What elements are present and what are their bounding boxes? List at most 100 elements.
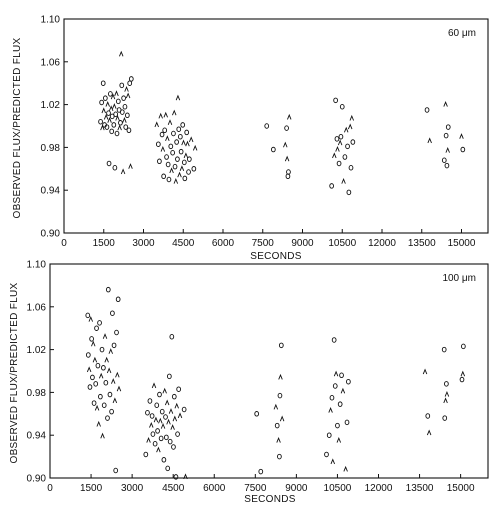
data-point [326, 432, 332, 438]
data-point [277, 392, 283, 399]
x-tick-label: 0 [61, 238, 67, 249]
data-point [274, 422, 280, 429]
data-point [444, 162, 450, 169]
data-point [334, 136, 340, 142]
data-point [273, 403, 279, 410]
data-point [165, 465, 171, 472]
data-point [113, 111, 119, 117]
data-point [85, 312, 91, 319]
data-point [174, 402, 179, 409]
data-point [98, 393, 103, 400]
x-tick-label: 3000 [121, 483, 144, 494]
data-point [181, 406, 187, 413]
data-point [102, 95, 108, 101]
data-point [186, 156, 192, 162]
data-point [191, 166, 197, 172]
data-point [145, 409, 150, 416]
data-point [162, 127, 168, 134]
x-tick-label: 1500 [80, 483, 103, 494]
data-point [345, 143, 350, 150]
data-point [422, 368, 428, 375]
data-point [445, 124, 451, 130]
data-point [349, 114, 355, 121]
data-point [343, 465, 348, 472]
data-point [181, 159, 187, 166]
x-tick-label: 15000 [448, 238, 476, 249]
data-point [128, 76, 134, 82]
data-point [112, 397, 118, 404]
data-point [183, 152, 189, 159]
data-point [99, 99, 104, 106]
data-point [163, 414, 168, 420]
data-point [179, 165, 185, 171]
data-point [108, 348, 113, 354]
data-point [286, 169, 291, 175]
data-point [104, 124, 110, 130]
data-point [91, 400, 97, 406]
y-tick-label: 0.90 [27, 474, 47, 485]
data-point [114, 130, 120, 137]
data-point [114, 90, 119, 97]
data-point [121, 95, 126, 101]
data-point [101, 365, 106, 371]
data-point [91, 340, 96, 347]
data-point [331, 337, 337, 343]
data-point [160, 423, 166, 429]
data-point [98, 372, 104, 379]
y-tick-label: 1.10 [41, 15, 61, 26]
data-point [126, 127, 132, 134]
data-point [258, 468, 264, 475]
data-point [460, 146, 466, 153]
data-point [168, 143, 174, 150]
data-point [158, 435, 164, 442]
data-point [94, 404, 100, 411]
data-point [153, 416, 159, 423]
data-point [167, 119, 173, 125]
data-point [118, 120, 123, 126]
x-tick-label: 10500 [328, 238, 356, 249]
data-point [277, 453, 282, 460]
data-point [123, 124, 129, 130]
data-point [276, 436, 281, 443]
data-points [98, 50, 466, 196]
x-tick-label: 0 [47, 483, 53, 494]
data-point [157, 391, 162, 398]
data-point [424, 107, 430, 113]
x-axis-title: SECONDS [244, 494, 296, 505]
data-point [177, 133, 183, 140]
data-point [100, 80, 106, 86]
data-point [443, 132, 449, 139]
data-point [175, 94, 181, 101]
data-points [85, 286, 466, 480]
data-point [97, 320, 102, 326]
data-point [151, 382, 157, 389]
data-point [335, 145, 340, 152]
x-tick-label: 4500 [172, 238, 195, 249]
panel-100um: 100 μm 0 1500 3000 4500 6000 7500 9000 10500 120… [9, 260, 489, 505]
data-point [152, 441, 158, 447]
data-point [158, 417, 163, 424]
data-point [172, 415, 178, 422]
data-point [341, 178, 346, 184]
data-point [117, 124, 122, 131]
data-point [88, 316, 94, 322]
x-tick-label: 3000 [132, 238, 155, 249]
data-point [175, 431, 180, 437]
data-point [162, 387, 167, 394]
data-point [176, 126, 182, 132]
data-point [101, 402, 107, 408]
data-point [283, 141, 288, 148]
data-point [427, 137, 432, 144]
data-point [163, 434, 169, 441]
plot-frame [49, 263, 489, 479]
data-point [110, 93, 116, 100]
data-point [350, 139, 356, 145]
data-point [172, 163, 178, 170]
data-point [442, 415, 448, 421]
x-tick-label: 7500 [244, 483, 267, 494]
data-point [426, 429, 432, 436]
data-point [102, 333, 108, 339]
data-point [264, 123, 270, 129]
data-point [443, 397, 448, 404]
data-point [279, 415, 285, 422]
